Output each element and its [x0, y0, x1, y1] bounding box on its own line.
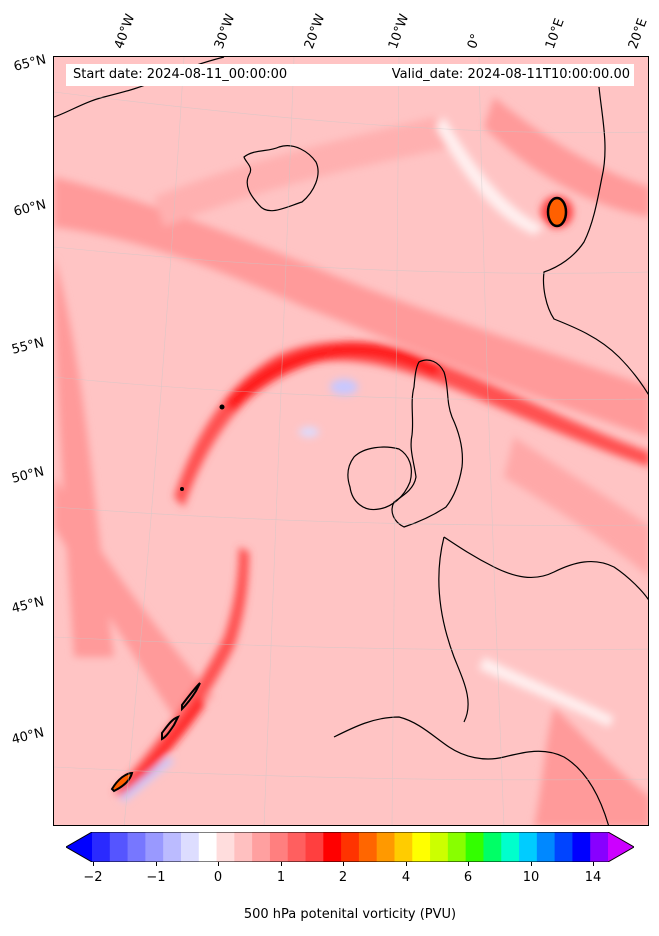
colorbar-segment — [305, 832, 324, 862]
colorbar-tick-mark — [281, 862, 282, 866]
colorbar-segment — [536, 832, 556, 862]
colorbar-segment — [376, 832, 395, 862]
lat-label-40n: 40°N — [10, 725, 46, 748]
colorbar-segment — [590, 832, 609, 862]
colorbar-label: 500 hPa potenital vorticity (PVU) — [243, 907, 457, 922]
colorbar-segment — [501, 832, 520, 862]
colorbar-tick-mark — [218, 862, 219, 866]
colorbar-tick-mark — [93, 862, 94, 866]
colorbar-segment — [109, 832, 129, 862]
lon-label-20w: 20°W — [301, 12, 329, 51]
colorbar-tick-label: 6 — [463, 870, 473, 885]
pv-contours — [110, 196, 568, 793]
colorbar-tick-label: −2 — [83, 870, 103, 885]
colorbar-segment — [127, 832, 146, 862]
colorbar-segment — [234, 832, 253, 862]
lat-label-45n: 45°N — [10, 594, 46, 617]
colorbar-tick-mark — [468, 862, 469, 866]
colorbar-tick-label: 2 — [338, 870, 348, 885]
lon-label-30w: 30°W — [211, 12, 239, 51]
lat-label-65n: 65°N — [12, 52, 48, 75]
pv-map-canvas — [54, 57, 648, 825]
colorbar-tick-mark — [593, 862, 594, 866]
colorbar-segment — [358, 832, 378, 862]
colorbar-segment — [92, 832, 111, 862]
colorbar-segment — [252, 832, 271, 862]
pv-map — [53, 56, 649, 826]
colorbar-tick-mark — [406, 862, 407, 866]
lat-label-60n: 60°N — [12, 197, 48, 220]
colorbar-extend-low — [66, 832, 92, 862]
colorbar — [66, 832, 634, 862]
lat-label-55n: 55°N — [10, 335, 46, 358]
colorbar-segment — [198, 832, 218, 862]
header-box: Start date: 2024-08-11_00:00:00 Valid_da… — [66, 64, 634, 86]
lon-label-40w: 40°W — [111, 12, 139, 51]
lat-label-50n: 50°N — [10, 464, 46, 487]
colorbar-tick-label: 1 — [276, 870, 286, 885]
colorbar-segment — [447, 832, 467, 862]
iberia-coast — [333, 716, 610, 825]
scandinavia-coast — [542, 86, 648, 395]
colorbar-segment — [216, 832, 235, 862]
europe-mainland-coast — [443, 536, 648, 601]
colorbar-tick-label: 10 — [522, 870, 540, 885]
biscay-coast — [438, 536, 469, 723]
colorbar-segment — [554, 832, 573, 862]
colorbar-tick-mark — [343, 862, 344, 866]
colorbar-tick-mark — [531, 862, 532, 866]
colorbar-segment — [430, 832, 449, 862]
valid-date-text: Valid_date: 2024-08-11T10:00:00.00 — [391, 67, 630, 82]
colorbar-segment — [180, 832, 200, 862]
colorbar-tick-label: 4 — [401, 870, 411, 885]
iceland-coast — [243, 145, 319, 212]
colorbar-segment — [572, 832, 591, 862]
colorbar-segment — [519, 832, 538, 862]
colorbar-segment — [341, 832, 360, 862]
colorbar-segment — [465, 832, 484, 862]
colorbar-tick-label: 0 — [213, 870, 223, 885]
lon-label-10e: 10°E — [542, 16, 568, 51]
colorbar-tick-label: 14 — [584, 870, 602, 885]
start-date-text: Start date: 2024-08-11_00:00:00 — [73, 67, 288, 82]
great-britain-coast — [391, 359, 464, 528]
colorbar-segment — [483, 832, 502, 862]
lon-label-0: 0° — [464, 31, 485, 51]
colorbar-segment — [145, 832, 164, 862]
colorbar-segment — [412, 832, 431, 862]
colorbar-tick-label: −1 — [146, 870, 166, 885]
colorbar-segment — [287, 832, 307, 862]
coastlines — [54, 57, 648, 825]
lon-label-10w: 10°W — [385, 12, 413, 51]
colorbar-segment — [394, 832, 413, 862]
colorbar-extend-high — [608, 832, 634, 862]
colorbar-segment — [163, 832, 182, 862]
lon-label-20e: 20°E — [625, 16, 651, 51]
colorbar-segment — [323, 832, 342, 862]
colorbar-tick-mark — [156, 862, 157, 866]
colorbar-segment — [269, 832, 289, 862]
